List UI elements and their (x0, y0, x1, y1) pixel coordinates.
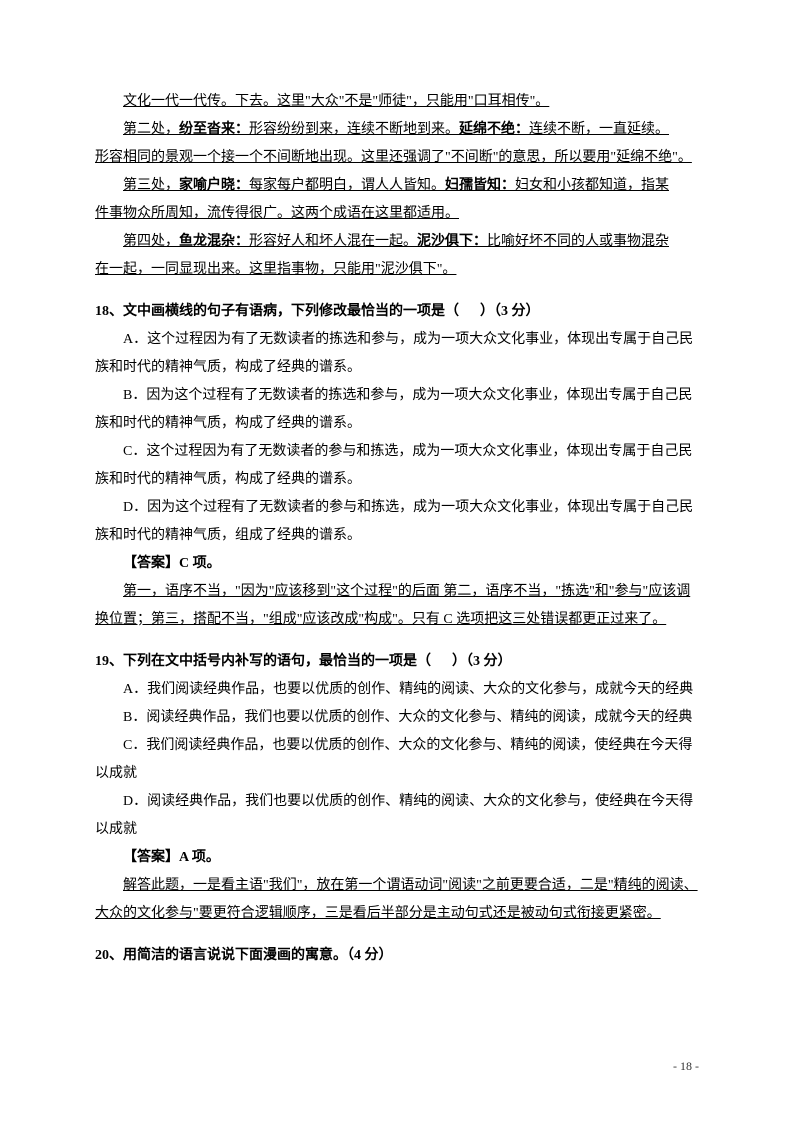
q18-answer-label: 【答案】C 项。 (95, 550, 699, 578)
exp-2e: 连续不断，一直延续。 (529, 122, 669, 137)
exp-7a: 第四处， (123, 234, 179, 249)
exp-2b: 纷至沓来： (179, 122, 249, 137)
exp-line-1: 文化一代一代传。下去。这里"大众"不是"师徒"，只能用"口耳相传"。 (95, 88, 699, 116)
q18-title-a: 18、文中画横线的句子有语病，下列修改最恰当的一项是（ (95, 304, 459, 319)
exp-5b: 家喻户晓： (179, 178, 249, 193)
q18-option-b: B．因为这个过程有了无数读者的拣选和参与，成为一项大众文化事业，体现出专属于自己… (95, 382, 699, 438)
q19-answer-label: 【答案】A 项。 (95, 844, 699, 872)
exp-2a: 第二处， (123, 122, 179, 137)
q18-title-b: ）（3 分） (480, 304, 540, 319)
question-18: 18、文中画横线的句子有语病，下列修改最恰当的一项是（ ）（3 分） A．这个过… (95, 298, 699, 634)
q19-option-b: B．阅读经典作品，我们也要以优质的创作、大众的文化参与、精纯的阅读，成就今天的经… (95, 704, 699, 732)
exp-5a: 第三处， (123, 178, 179, 193)
q20-title: 20、用简洁的语言说说下面漫画的寓意。（4 分） (95, 942, 699, 970)
exp-7c: 形容好人和坏人混在一起。 (249, 234, 417, 249)
question-20: 20、用简洁的语言说说下面漫画的寓意。（4 分） (95, 942, 699, 970)
exp-line-5: 第三处，家喻户晓：每家每户都明白，谓人人皆知。妇孺皆知：妇女和小孩都知道，指某 (95, 172, 699, 200)
q18-option-a: A．这个过程因为有了无数读者的拣选和参与，成为一项大众文化事业，体现出专属于自己… (95, 326, 699, 382)
exp-2d: 延绵不绝： (459, 122, 529, 137)
q19-option-a: A．我们阅读经典作品，也要以优质的创作、精纯的阅读、大众的文化参与，成就今天的经… (95, 676, 699, 704)
q19-explain: 解答此题，一是看主语"我们"，放在第一个谓语动词"阅读"之前更要合适，二是"精纯… (95, 872, 699, 928)
exp-7b: 鱼龙混杂： (179, 234, 249, 249)
q18-option-d: D．因为这个过程有了无数读者的参与和拣选，成为一项大众文化事业，体现出专属于自己… (95, 494, 699, 550)
exp-line-3: 形容相同的景观一个接一个不间断地出现。这里还强调了"不间断"的意思，所以要用"延… (95, 144, 699, 172)
q19-title: 19、下列在文中括号内补写的语句，最恰当的一项是（ ）（3 分） (95, 648, 699, 676)
q18-explain: 第一，语序不当，"因为"应该移到"这个过程"的后面 第二，语序不当，"拣选"和"… (95, 578, 699, 634)
exp-2c: 形容纷纷到来，连续不断地到来。 (249, 122, 459, 137)
q19-option-d: D．阅读经典作品，我们也要以优质的创作、精纯的阅读、大众的文化参与，使经典在今天… (95, 788, 699, 844)
q19-option-c: C．我们阅读经典作品，也要以优质的创作、大众的文化参与、精纯的阅读，使经典在今天… (95, 732, 699, 788)
exp-5c: 每家每户都明白，谓人人皆知。 (249, 178, 445, 193)
exp-line-2: 第二处，纷至沓来：形容纷纷到来，连续不断地到来。延绵不绝：连续不断，一直延续。 (95, 116, 699, 144)
top-explanation: 文化一代一代传。下去。这里"大众"不是"师徒"，只能用"口耳相传"。 第二处，纷… (95, 88, 699, 284)
exp-5d: 妇孺皆知： (445, 178, 515, 193)
exp-line-8: 在一起，一同显现出来。这里指事物，只能用"泥沙俱下"。 (95, 256, 699, 284)
exp-5e: 妇女和小孩都知道，指某 (515, 178, 669, 193)
page-number: - 18 - (673, 1054, 699, 1078)
exp-7e: 比喻好坏不同的人或事物混杂 (487, 234, 669, 249)
q19-title-b: ）（3 分） (452, 654, 512, 669)
q18-title: 18、文中画横线的句子有语病，下列修改最恰当的一项是（ ）（3 分） (95, 298, 699, 326)
q19-title-a: 19、下列在文中括号内补写的语句，最恰当的一项是（ (95, 654, 431, 669)
exp-line-6: 件事物众所周知，流传得很广。这两个成语在这里都适用。 (95, 200, 699, 228)
exp-line-7: 第四处，鱼龙混杂：形容好人和坏人混在一起。泥沙俱下：比喻好坏不同的人或事物混杂 (95, 228, 699, 256)
question-19: 19、下列在文中括号内补写的语句，最恰当的一项是（ ）（3 分） A．我们阅读经… (95, 648, 699, 928)
q18-option-c: C．这个过程因为有了无数读者的参与和拣选，成为一项大众文化事业，体现出专属于自己… (95, 438, 699, 494)
exp-7d: 泥沙俱下： (417, 234, 487, 249)
